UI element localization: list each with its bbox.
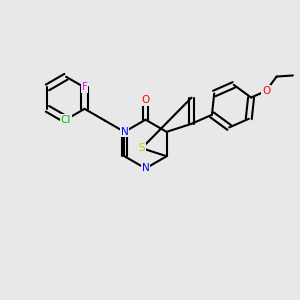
Text: O: O: [262, 86, 270, 96]
Text: N: N: [121, 127, 128, 137]
Text: S: S: [139, 143, 145, 153]
Text: Cl: Cl: [61, 115, 71, 124]
Text: N: N: [142, 164, 149, 173]
Text: O: O: [141, 95, 150, 105]
Text: F: F: [82, 82, 88, 92]
